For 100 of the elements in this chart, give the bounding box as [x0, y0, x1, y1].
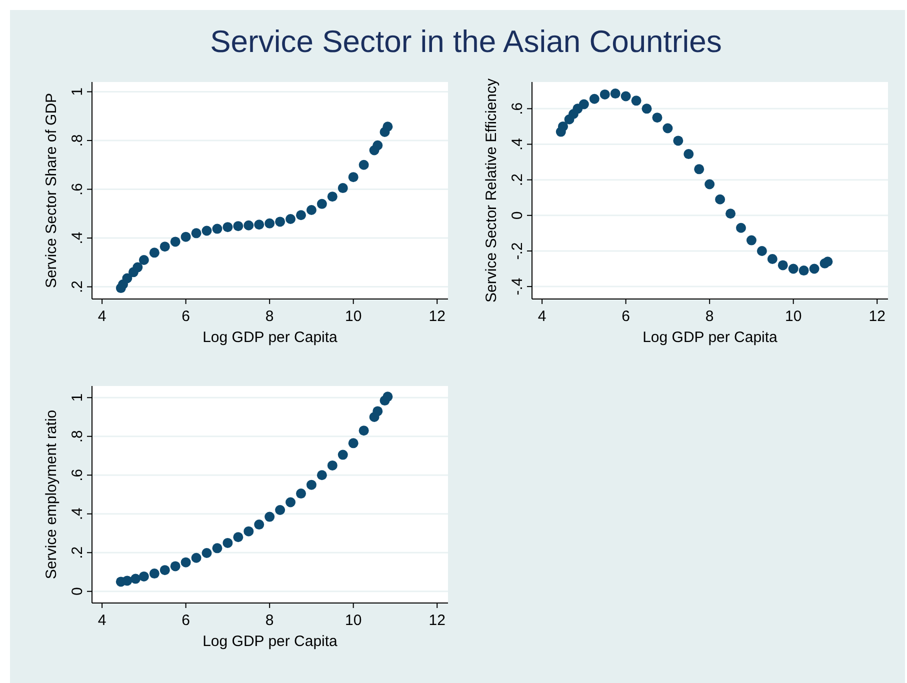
y-axis-title: Service Sector Share of GDP — [43, 92, 60, 288]
point — [756, 246, 767, 256]
y-tick-label: 1 — [69, 88, 86, 96]
point — [254, 520, 264, 530]
point — [180, 232, 191, 242]
point — [358, 160, 369, 170]
point — [620, 91, 631, 102]
x-axis-title: Log GDP per Capita — [642, 329, 778, 346]
point — [316, 198, 327, 209]
y-tick-label: .6 — [509, 102, 526, 115]
point — [372, 140, 383, 150]
point — [767, 254, 778, 264]
point — [286, 497, 296, 508]
point — [170, 561, 180, 572]
y-axis-title: Service Sector Relative Efficiency — [483, 78, 500, 302]
point — [673, 136, 684, 146]
point — [244, 526, 254, 536]
y-axis-title: Service employment ratio — [43, 410, 60, 580]
x-tick-label: 4 — [98, 612, 106, 629]
x-tick-label: 8 — [265, 308, 274, 325]
point — [160, 565, 170, 576]
point — [809, 264, 820, 274]
point — [306, 205, 316, 215]
point — [704, 179, 715, 190]
point — [684, 149, 694, 160]
point — [788, 264, 798, 274]
x-tick-label: 8 — [705, 308, 714, 325]
point — [694, 164, 704, 174]
point — [306, 480, 316, 490]
point — [202, 226, 212, 236]
y-tick-label: .8 — [69, 134, 86, 147]
point — [726, 208, 736, 219]
point — [348, 438, 358, 448]
point — [122, 273, 132, 284]
point — [296, 488, 306, 499]
x-tick-label: 10 — [785, 308, 802, 325]
point — [264, 512, 275, 522]
y-tick-label: 1 — [69, 393, 86, 402]
y-tick-label: .6 — [69, 468, 86, 482]
point — [348, 172, 358, 182]
point — [382, 122, 393, 132]
point — [316, 470, 327, 480]
point — [233, 532, 244, 542]
point — [338, 450, 348, 460]
y-tick-label: .2 — [509, 174, 526, 186]
point — [275, 505, 286, 515]
y-tick-label: .6 — [69, 183, 86, 196]
point — [202, 548, 212, 558]
y-tick-label: .2 — [69, 546, 86, 559]
point — [264, 218, 275, 228]
point — [662, 123, 673, 134]
point — [222, 222, 233, 232]
y-tick-label: 0 — [69, 587, 86, 596]
point — [160, 242, 170, 252]
point — [778, 260, 788, 270]
point — [138, 571, 149, 582]
x-tick-label: 6 — [182, 612, 190, 629]
point — [338, 183, 348, 194]
x-axis-title: Log GDP per Capita — [202, 633, 338, 650]
point — [372, 406, 383, 416]
x-tick-label: 12 — [868, 308, 886, 325]
point — [233, 221, 244, 232]
point — [382, 392, 393, 402]
point — [296, 210, 306, 220]
x-tick-label: 6 — [622, 308, 630, 325]
point — [798, 266, 809, 276]
x-tick-label: 10 — [345, 612, 362, 629]
point — [652, 112, 662, 123]
point — [149, 248, 160, 258]
point — [132, 262, 143, 272]
y-tick-label: .4 — [509, 138, 526, 151]
point — [149, 568, 160, 579]
point — [191, 228, 202, 238]
point — [122, 576, 132, 586]
x-tick-label: 4 — [98, 308, 106, 325]
point — [286, 214, 296, 224]
x-tick-label: 12 — [428, 612, 446, 629]
point — [130, 574, 141, 584]
y-tick-label: 0 — [509, 211, 526, 220]
point — [275, 216, 286, 227]
point — [358, 426, 369, 436]
point — [327, 192, 338, 202]
point — [589, 94, 600, 104]
point — [578, 99, 589, 110]
point — [244, 220, 254, 230]
y-tick-label: -.4 — [509, 278, 526, 296]
point — [610, 88, 620, 99]
point — [170, 236, 180, 247]
point — [600, 89, 610, 100]
point — [180, 557, 191, 568]
x-tick-label: 10 — [345, 308, 362, 325]
point — [212, 224, 222, 234]
point — [191, 552, 202, 563]
point — [642, 104, 652, 114]
x-tick-label: 8 — [265, 612, 274, 629]
x-axis-title: Log GDP per Capita — [202, 329, 338, 346]
y-tick-label: .4 — [69, 232, 86, 244]
point — [558, 121, 568, 132]
y-tick-label: .4 — [69, 508, 86, 520]
x-tick-label: 4 — [538, 308, 546, 325]
